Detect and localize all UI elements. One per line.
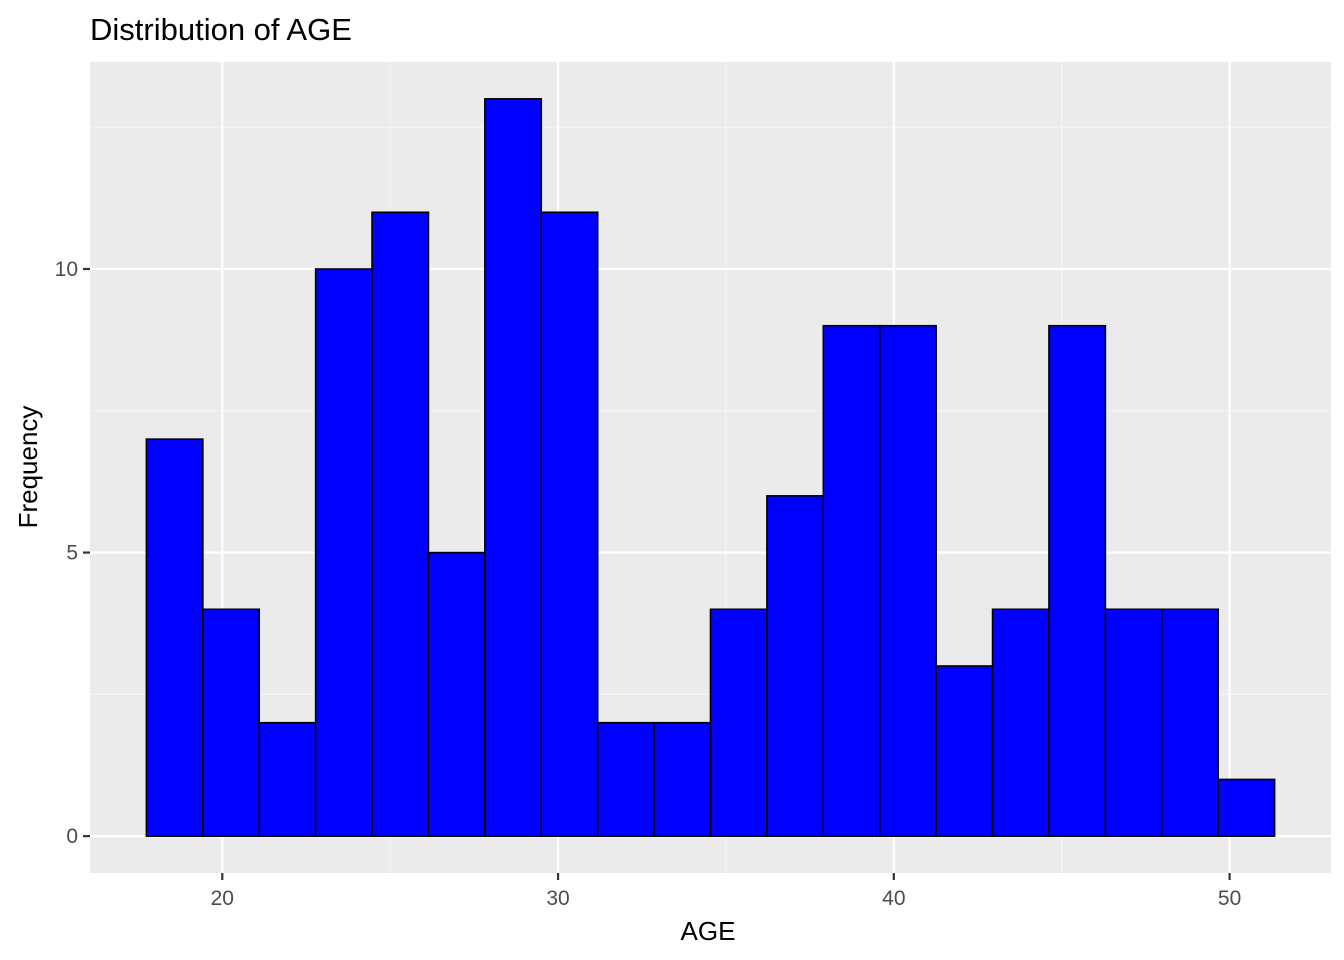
histogram-bar-15 <box>935 665 994 837</box>
histogram-bar-1 <box>145 438 204 837</box>
x-tick-label: 40 <box>882 887 905 910</box>
x-tick-label: 50 <box>1218 887 1241 910</box>
x-axis-title: AGE <box>681 916 736 946</box>
histogram-bar-12 <box>766 495 825 837</box>
y-tick-label: 0 <box>66 825 78 848</box>
histogram-bar-17 <box>1048 324 1107 837</box>
histogram-bar-18 <box>1104 608 1163 837</box>
histogram-bar-11 <box>709 608 768 837</box>
histogram-bar-4 <box>314 268 373 837</box>
histogram-bar-2 <box>202 608 261 837</box>
histogram-bar-16 <box>991 608 1050 837</box>
histogram-bar-3 <box>258 721 317 837</box>
histogram-bar-13 <box>822 324 881 837</box>
histogram-bar-6 <box>427 551 486 837</box>
y-axis-title: Frequency <box>13 406 43 529</box>
y-tick-label: 5 <box>66 542 78 565</box>
histogram-bar-7 <box>484 98 543 837</box>
y-axis-ticks: 0 5 10 <box>55 258 90 848</box>
histogram-bar-14 <box>878 324 937 837</box>
histogram-bar-9 <box>596 721 655 837</box>
histogram-bar-10 <box>653 721 712 837</box>
histogram-bar-8 <box>540 211 599 837</box>
x-tick-label: 20 <box>211 887 234 910</box>
histogram-bar-5 <box>371 211 430 837</box>
x-tick-label: 30 <box>546 887 569 910</box>
histogram-bar-20 <box>1217 778 1276 837</box>
x-axis-ticks: 20 30 40 50 <box>211 873 1241 910</box>
chart-title: Distribution of AGE <box>90 12 352 47</box>
y-tick-label: 10 <box>55 258 78 281</box>
histogram-bar-19 <box>1160 608 1219 837</box>
histogram-bars <box>145 98 1276 837</box>
